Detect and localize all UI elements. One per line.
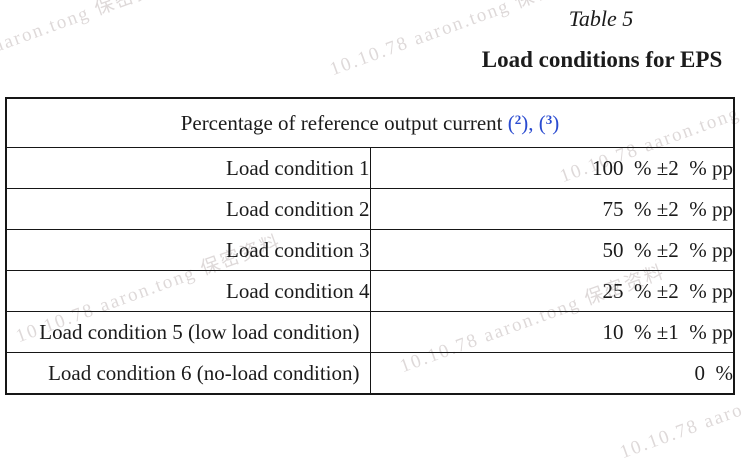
load-condition-label: Load condition 5 (low load condition) xyxy=(5,311,371,353)
table-row: Load condition 3 50 % ±2 % pp xyxy=(5,229,735,271)
footnote-open-paren: ( xyxy=(538,110,546,135)
load-condition-label: Load condition 1 xyxy=(5,147,371,189)
table-number-caption: Table 5 xyxy=(568,6,634,31)
table-row: Load condition 5 (low load condition) 10… xyxy=(5,311,735,353)
load-condition-label: Load condition 6 (no-load condition) xyxy=(5,352,371,395)
load-condition-value: 25 % ±2 % pp xyxy=(369,270,735,312)
load-condition-value: 75 % ±2 % pp xyxy=(369,188,735,230)
footnote-close-paren: ), xyxy=(521,110,539,135)
load-condition-label: Load condition 4 xyxy=(5,270,371,312)
table-row: Load condition 4 25 % ±2 % pp xyxy=(5,270,735,312)
footnote-close-paren: ) xyxy=(552,110,560,135)
footnote-ref-2: (2), xyxy=(508,111,539,135)
footnote-superscript: 3 xyxy=(545,111,553,127)
table-header-row: Percentage of reference output current (… xyxy=(5,97,735,148)
load-condition-label: Load condition 3 xyxy=(5,229,371,271)
footnote-ref-3: (3) xyxy=(539,111,560,135)
footnote-superscript: 2 xyxy=(514,111,522,127)
document-page: Table 5 Load conditions for EPS Percenta… xyxy=(5,6,735,395)
load-condition-value: 0 % xyxy=(369,352,735,395)
footnote-open-paren: ( xyxy=(507,110,515,135)
table-row: Load condition 6 (no-load condition) 0 % xyxy=(5,352,735,395)
header-text: Percentage of reference output current xyxy=(180,110,508,135)
load-condition-value: 100 % ±2 % pp xyxy=(369,147,735,189)
table-header-cell: Percentage of reference output current (… xyxy=(5,97,735,148)
load-condition-label: Load condition 2 xyxy=(5,188,371,230)
load-condition-value: 10 % ±1 % pp xyxy=(369,311,735,353)
load-conditions-table: Percentage of reference output current (… xyxy=(5,97,735,395)
table-row: Load condition 1 100 % ±2 % pp xyxy=(5,147,735,189)
load-condition-value: 50 % ±2 % pp xyxy=(369,229,735,271)
table-row: Load condition 2 75 % ±2 % pp xyxy=(5,188,735,230)
table-title: Load conditions for EPS xyxy=(481,47,723,72)
